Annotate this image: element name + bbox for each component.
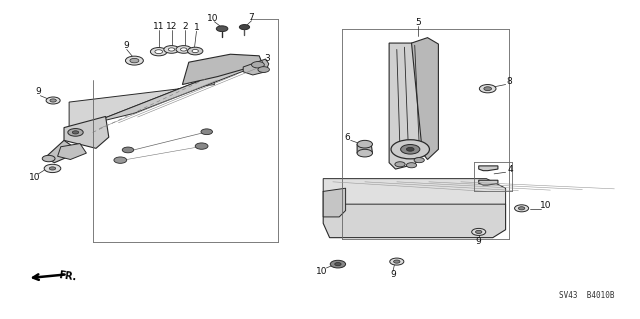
Polygon shape [182, 54, 262, 85]
Text: 10: 10 [540, 201, 551, 210]
Text: 11: 11 [153, 22, 164, 31]
Circle shape [357, 140, 372, 148]
Text: 5: 5 [415, 19, 420, 27]
Text: 9: 9 [36, 87, 41, 96]
Polygon shape [389, 43, 422, 169]
Text: 10: 10 [207, 14, 218, 23]
Circle shape [239, 25, 250, 30]
Polygon shape [64, 116, 109, 148]
Circle shape [42, 155, 55, 162]
Text: 8: 8 [506, 77, 511, 86]
Circle shape [192, 49, 198, 53]
Circle shape [216, 26, 228, 32]
Circle shape [472, 228, 486, 235]
Circle shape [390, 258, 404, 265]
Polygon shape [69, 75, 214, 140]
Circle shape [515, 205, 529, 212]
Circle shape [394, 260, 400, 263]
Text: 1: 1 [195, 23, 200, 32]
Circle shape [50, 99, 56, 102]
Circle shape [406, 147, 414, 151]
Polygon shape [412, 38, 438, 160]
Circle shape [122, 147, 134, 153]
Circle shape [258, 67, 269, 72]
Circle shape [155, 50, 163, 54]
Text: 2: 2 [182, 22, 188, 31]
Circle shape [49, 167, 56, 170]
Circle shape [164, 46, 179, 53]
Circle shape [72, 131, 79, 134]
Circle shape [150, 48, 167, 56]
Polygon shape [323, 179, 506, 204]
Polygon shape [58, 144, 86, 160]
Circle shape [476, 230, 482, 234]
Circle shape [130, 58, 139, 63]
Text: 12: 12 [166, 22, 177, 31]
Circle shape [168, 48, 175, 51]
Circle shape [391, 140, 429, 159]
Text: FR.: FR. [58, 270, 77, 282]
Text: 9: 9 [390, 271, 396, 279]
Polygon shape [243, 59, 269, 75]
Text: SV43  B4010B: SV43 B4010B [559, 291, 614, 300]
Polygon shape [45, 140, 76, 163]
Circle shape [180, 48, 187, 51]
Polygon shape [88, 64, 262, 124]
Circle shape [395, 162, 405, 167]
Circle shape [335, 263, 341, 266]
Circle shape [46, 97, 60, 104]
Text: 9: 9 [124, 41, 129, 50]
Polygon shape [357, 144, 372, 153]
Circle shape [252, 62, 264, 68]
Circle shape [114, 157, 127, 163]
Circle shape [357, 149, 372, 157]
Text: 6: 6 [344, 133, 349, 142]
Circle shape [188, 47, 203, 55]
Circle shape [176, 46, 191, 53]
Text: 7: 7 [249, 13, 254, 22]
Circle shape [479, 85, 496, 93]
Text: 3: 3 [265, 54, 270, 63]
Circle shape [406, 163, 417, 168]
Polygon shape [479, 180, 498, 185]
Circle shape [44, 164, 61, 173]
Text: 10: 10 [316, 267, 328, 276]
Circle shape [330, 260, 346, 268]
Text: 4: 4 [508, 165, 513, 174]
Polygon shape [323, 191, 506, 238]
Circle shape [484, 87, 492, 91]
Polygon shape [323, 188, 346, 217]
Text: 10: 10 [29, 173, 41, 182]
Circle shape [68, 129, 83, 136]
Circle shape [414, 158, 424, 163]
Circle shape [518, 207, 525, 210]
Circle shape [125, 56, 143, 65]
Circle shape [401, 145, 420, 154]
Text: 9: 9 [476, 237, 481, 246]
Circle shape [201, 129, 212, 135]
Polygon shape [479, 166, 498, 171]
Circle shape [195, 143, 208, 149]
